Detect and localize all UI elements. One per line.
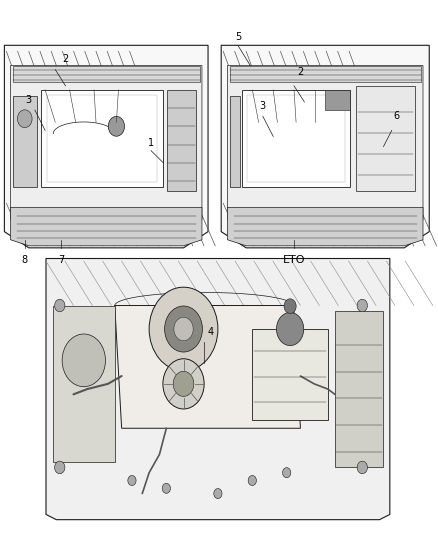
Polygon shape	[230, 66, 421, 82]
Circle shape	[55, 299, 65, 312]
Bar	[325, 90, 350, 110]
Circle shape	[108, 116, 124, 136]
Bar	[13, 96, 37, 187]
Circle shape	[18, 110, 32, 127]
Bar	[167, 90, 196, 191]
Polygon shape	[4, 45, 208, 248]
Polygon shape	[227, 66, 423, 240]
Bar	[230, 96, 240, 187]
Text: 5: 5	[235, 32, 241, 42]
Text: 7: 7	[58, 255, 64, 264]
Circle shape	[165, 306, 202, 352]
Circle shape	[55, 461, 65, 474]
Polygon shape	[221, 45, 429, 248]
Circle shape	[357, 299, 367, 312]
Bar	[247, 95, 345, 182]
Circle shape	[149, 287, 218, 371]
Text: 3: 3	[26, 95, 32, 105]
Circle shape	[173, 372, 194, 397]
Circle shape	[284, 299, 296, 313]
Text: 6: 6	[393, 111, 399, 121]
Circle shape	[62, 334, 106, 387]
Circle shape	[283, 467, 291, 478]
Text: 1: 1	[148, 138, 154, 148]
Text: 2: 2	[62, 54, 69, 64]
Bar	[41, 90, 163, 187]
Circle shape	[276, 312, 304, 345]
Bar	[335, 311, 383, 467]
Bar	[252, 329, 328, 421]
Polygon shape	[13, 66, 200, 82]
Text: 3: 3	[260, 101, 266, 111]
Polygon shape	[11, 207, 202, 246]
Circle shape	[248, 475, 256, 486]
Circle shape	[357, 461, 367, 474]
Circle shape	[128, 475, 136, 486]
Circle shape	[174, 317, 193, 341]
Circle shape	[214, 489, 222, 498]
Circle shape	[162, 483, 170, 494]
Polygon shape	[115, 305, 300, 429]
Circle shape	[163, 359, 204, 409]
Bar	[357, 86, 415, 191]
Text: 8: 8	[22, 255, 28, 264]
Polygon shape	[46, 259, 390, 520]
Bar	[47, 95, 157, 182]
Text: 4: 4	[208, 327, 214, 337]
Polygon shape	[227, 207, 423, 246]
Polygon shape	[11, 66, 202, 240]
Text: ETO: ETO	[283, 255, 305, 264]
Bar	[53, 305, 115, 462]
Bar	[242, 90, 350, 187]
Text: 2: 2	[297, 67, 304, 77]
